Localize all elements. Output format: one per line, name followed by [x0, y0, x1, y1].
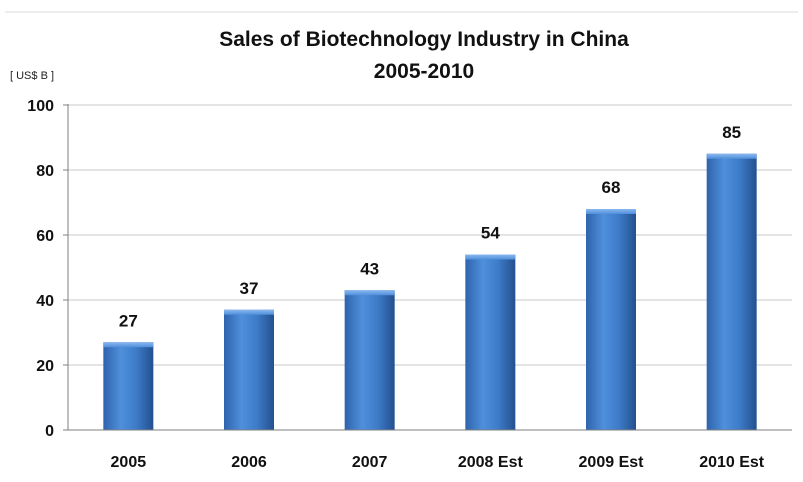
- x-tick-label: 2005: [111, 454, 147, 471]
- data-label: 54: [481, 224, 500, 243]
- bar-2008-est: [465, 254, 516, 430]
- grid-lines: [68, 104, 792, 366]
- y-tick-label: 0: [45, 423, 54, 440]
- bar-2005: [103, 342, 154, 430]
- bar-body: [103, 342, 154, 430]
- bar-body: [224, 309, 274, 430]
- x-tick-label: 2009 Est: [579, 454, 645, 471]
- x-tick-label: 2006: [231, 454, 267, 471]
- y-tick-label: 20: [36, 358, 54, 375]
- chart-title: Sales of Biotechnology Industry in China: [219, 28, 629, 51]
- bar-body: [706, 153, 757, 430]
- bar-2007: [344, 290, 395, 430]
- data-label: 43: [360, 259, 379, 278]
- data-label: 85: [722, 123, 741, 142]
- y-tick-label: 80: [36, 163, 54, 180]
- data-label: 37: [240, 279, 259, 298]
- bar-cap: [344, 290, 395, 296]
- data-labels: 27 37 43 54 68 85: [119, 123, 741, 331]
- bars: [103, 153, 757, 430]
- bar-cap: [706, 153, 757, 159]
- bar-body: [586, 209, 636, 430]
- data-label: 27: [119, 311, 138, 330]
- y-axis-ticks: 0 20 40 60 80 100: [27, 98, 68, 440]
- bar-2010-est: [706, 153, 757, 430]
- bar-cap: [586, 209, 636, 214]
- y-axis-unit-label: [ US$ B ]: [10, 70, 54, 82]
- bar-cap: [224, 309, 274, 315]
- x-tick-label: 2010 Est: [699, 454, 765, 471]
- x-tick-label: 2008 Est: [458, 454, 524, 471]
- bar-2009-est: [586, 209, 636, 430]
- chart-subtitle: 2005-2010: [374, 60, 474, 83]
- data-label: 68: [602, 178, 621, 197]
- bar-body: [344, 290, 395, 430]
- x-axis-ticks: 2005 2006 2007 2008 Est 2009 Est 2010 Est: [111, 454, 765, 471]
- bar-cap: [103, 342, 154, 348]
- y-tick-label: 40: [36, 293, 54, 310]
- bar-2006: [224, 309, 274, 430]
- bar-cap: [465, 254, 516, 260]
- y-tick-label: 60: [36, 228, 54, 245]
- bar-body: [465, 254, 516, 430]
- y-tick-label: 100: [27, 98, 54, 115]
- x-tick-label: 2007: [352, 454, 388, 471]
